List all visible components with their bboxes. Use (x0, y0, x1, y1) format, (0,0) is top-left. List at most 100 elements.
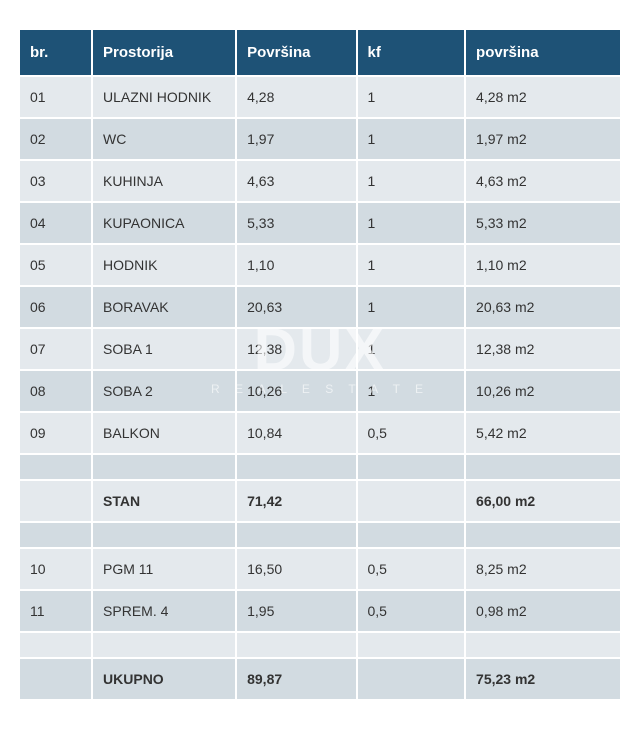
cell-povrsina2: 10,26 m2 (466, 371, 620, 411)
col-povrsina-gross: Površina (237, 30, 355, 75)
cell-br: 02 (20, 119, 91, 159)
table-row: 09BALKON10,840,55,42 m2 (20, 413, 620, 453)
cell-povrsina2: 66,00 m2 (466, 481, 620, 521)
cell-br (20, 659, 91, 699)
cell-povrsina: 5,33 (237, 203, 355, 243)
cell-kf (358, 481, 465, 521)
cell-povrsina2: 5,33 m2 (466, 203, 620, 243)
table-body: 01ULAZNI HODNIK4,2814,28 m202WC1,9711,97… (20, 77, 620, 699)
cell-povrsina: 4,63 (237, 161, 355, 201)
table-row: 03KUHINJA4,6314,63 m2 (20, 161, 620, 201)
cell-povrsina2: 8,25 m2 (466, 549, 620, 589)
cell-povrsina: 16,50 (237, 549, 355, 589)
cell-povrsina (237, 523, 355, 547)
table-row: 10PGM 1116,500,58,25 m2 (20, 549, 620, 589)
table-row: 01ULAZNI HODNIK4,2814,28 m2 (20, 77, 620, 117)
cell-prostorija (93, 455, 235, 479)
table-row: 11SPREM. 41,950,50,98 m2 (20, 591, 620, 631)
cell-prostorija (93, 523, 235, 547)
cell-kf (358, 455, 465, 479)
cell-povrsina2: 75,23 m2 (466, 659, 620, 699)
cell-prostorija (93, 633, 235, 657)
cell-br (20, 633, 91, 657)
col-povrsina-net: površina (466, 30, 620, 75)
cell-prostorija: UKUPNO (93, 659, 235, 699)
table-row: 04KUPAONICA5,3315,33 m2 (20, 203, 620, 243)
cell-br: 11 (20, 591, 91, 631)
cell-kf: 1 (358, 245, 465, 285)
cell-prostorija: BALKON (93, 413, 235, 453)
cell-kf: 1 (358, 77, 465, 117)
cell-povrsina: 1,97 (237, 119, 355, 159)
cell-kf: 1 (358, 287, 465, 327)
cell-prostorija: KUPAONICA (93, 203, 235, 243)
cell-povrsina2: 1,97 m2 (466, 119, 620, 159)
cell-prostorija: ULAZNI HODNIK (93, 77, 235, 117)
cell-kf (358, 633, 465, 657)
table-row: 02WC1,9711,97 m2 (20, 119, 620, 159)
cell-povrsina2: 4,63 m2 (466, 161, 620, 201)
cell-prostorija: SOBA 2 (93, 371, 235, 411)
cell-kf: 1 (358, 119, 465, 159)
cell-povrsina: 4,28 (237, 77, 355, 117)
cell-povrsina: 71,42 (237, 481, 355, 521)
col-kf: kf (358, 30, 465, 75)
cell-br (20, 455, 91, 479)
cell-prostorija: KUHINJA (93, 161, 235, 201)
cell-br: 01 (20, 77, 91, 117)
table-row: 07SOBA 112,38112,38 m2 (20, 329, 620, 369)
cell-povrsina2 (466, 455, 620, 479)
cell-br: 06 (20, 287, 91, 327)
cell-povrsina: 12,38 (237, 329, 355, 369)
cell-povrsina2: 1,10 m2 (466, 245, 620, 285)
cell-povrsina2 (466, 633, 620, 657)
cell-br: 05 (20, 245, 91, 285)
cell-povrsina2: 20,63 m2 (466, 287, 620, 327)
rooms-table: br. Prostorija Površina kf površina 01UL… (18, 28, 622, 701)
table-row (20, 523, 620, 547)
cell-povrsina2: 12,38 m2 (466, 329, 620, 369)
cell-povrsina: 1,10 (237, 245, 355, 285)
cell-povrsina: 89,87 (237, 659, 355, 699)
col-br: br. (20, 30, 91, 75)
cell-br (20, 523, 91, 547)
cell-br: 07 (20, 329, 91, 369)
cell-prostorija: STAN (93, 481, 235, 521)
cell-povrsina2: 0,98 m2 (466, 591, 620, 631)
table-row: STAN71,42 66,00 m2 (20, 481, 620, 521)
cell-prostorija: SPREM. 4 (93, 591, 235, 631)
cell-prostorija: HODNIK (93, 245, 235, 285)
cell-povrsina (237, 455, 355, 479)
cell-povrsina2: 4,28 m2 (466, 77, 620, 117)
table-row (20, 455, 620, 479)
cell-br: 03 (20, 161, 91, 201)
table-row: 08SOBA 210,26110,26 m2 (20, 371, 620, 411)
cell-br: 09 (20, 413, 91, 453)
cell-br: 10 (20, 549, 91, 589)
cell-kf: 1 (358, 161, 465, 201)
cell-br (20, 481, 91, 521)
header-row: br. Prostorija Površina kf površina (20, 30, 620, 75)
cell-kf (358, 659, 465, 699)
cell-prostorija: WC (93, 119, 235, 159)
table-row: UKUPNO89,87 75,23 m2 (20, 659, 620, 699)
cell-prostorija: SOBA 1 (93, 329, 235, 369)
table-row: 06BORAVAK20,63120,63 m2 (20, 287, 620, 327)
table-row: 05HODNIK1,1011,10 m2 (20, 245, 620, 285)
cell-kf: 0,5 (358, 549, 465, 589)
cell-kf: 0,5 (358, 413, 465, 453)
cell-povrsina2 (466, 523, 620, 547)
cell-kf: 1 (358, 203, 465, 243)
cell-br: 04 (20, 203, 91, 243)
col-prostorija: Prostorija (93, 30, 235, 75)
table-row (20, 633, 620, 657)
cell-kf: 1 (358, 329, 465, 369)
cell-prostorija: PGM 11 (93, 549, 235, 589)
cell-prostorija: BORAVAK (93, 287, 235, 327)
cell-povrsina: 10,26 (237, 371, 355, 411)
cell-kf: 1 (358, 371, 465, 411)
cell-povrsina: 1,95 (237, 591, 355, 631)
cell-povrsina (237, 633, 355, 657)
cell-br: 08 (20, 371, 91, 411)
cell-povrsina: 20,63 (237, 287, 355, 327)
